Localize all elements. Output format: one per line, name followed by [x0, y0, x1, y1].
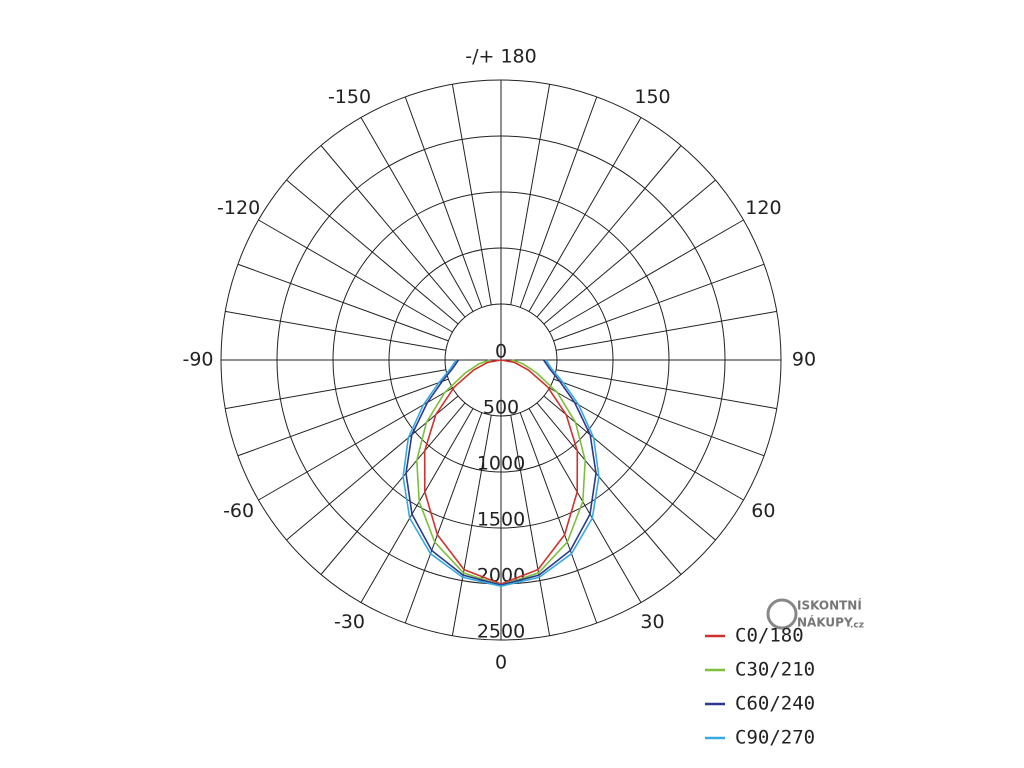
theta-tick-label: -/+ 180 — [465, 46, 536, 68]
theta-tick-label: -90 — [182, 349, 213, 371]
theta-tick-label: 60 — [751, 500, 775, 522]
theta-tick-label: -30 — [334, 611, 365, 633]
theta-tick-label: -60 — [223, 500, 254, 522]
theta-tick-label: -120 — [217, 197, 260, 219]
ring — [332, 191, 670, 529]
legend-label: C60/240 — [735, 693, 815, 715]
theta-tick-label: 0 — [495, 652, 507, 674]
watermark-text: NÁKUPY — [797, 615, 853, 630]
ring — [388, 247, 614, 473]
legend-label: C90/270 — [735, 727, 815, 749]
ring — [220, 79, 782, 641]
series-line — [402, 359, 600, 588]
r-tick-label: 500 — [483, 397, 519, 419]
r-tick-label: 0 — [495, 341, 507, 363]
legend-label: C30/210 — [735, 659, 815, 681]
theta-tick-label: 30 — [640, 611, 664, 633]
theta-tick-label: 90 — [792, 349, 816, 371]
r-tick-label: 1000 — [477, 453, 525, 475]
watermark-text: ISKONTNÍ — [797, 598, 862, 613]
theta-tick-label: -150 — [328, 86, 371, 108]
grid — [220, 79, 782, 641]
r-tick-label: 1500 — [477, 509, 525, 531]
watermark-logo — [766, 598, 798, 630]
theta-tick-label: 120 — [745, 197, 781, 219]
watermark: ISKONTNÍ NÁKUPY .cz — [766, 598, 864, 631]
watermark-text: .cz — [850, 621, 864, 631]
r-tick-label: 2500 — [477, 621, 525, 643]
ring — [444, 303, 558, 417]
series-line — [423, 359, 579, 585]
theta-tick-label: 150 — [634, 86, 670, 108]
series-line — [405, 359, 597, 586]
legend-label: C0/180 — [735, 625, 804, 647]
